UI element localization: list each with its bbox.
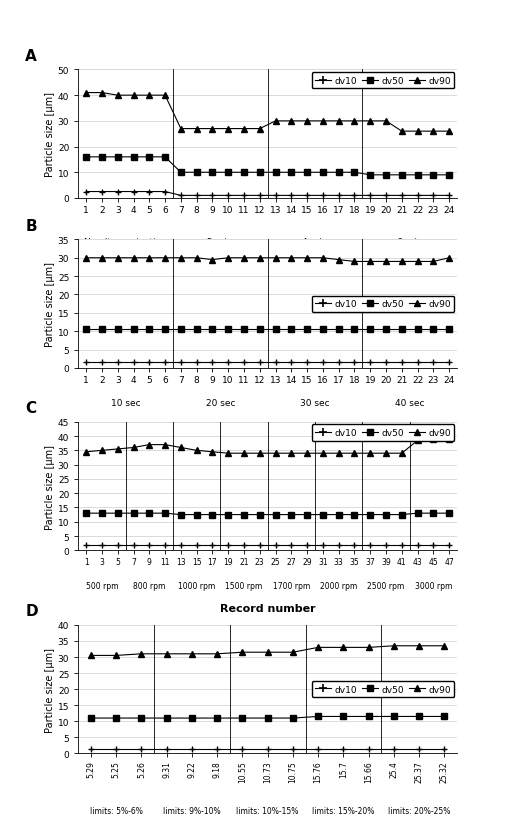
Text: 1000 rpm: 1000 rpm xyxy=(178,581,215,590)
Text: 500 rpm: 500 rpm xyxy=(86,581,118,590)
Y-axis label: Particle size [μm]: Particle size [μm] xyxy=(45,444,55,529)
Text: B: B xyxy=(25,219,37,233)
Text: 800 rpm: 800 rpm xyxy=(133,581,166,590)
Text: 6 min
ultrasonication: 6 min ultrasonication xyxy=(376,238,443,257)
Y-axis label: Particle size [μm]: Particle size [μm] xyxy=(45,262,55,347)
Text: Record number: Record number xyxy=(220,421,316,431)
Legend: dv10, dv50, dv90: dv10, dv50, dv90 xyxy=(312,73,454,89)
Text: 20 sec: 20 sec xyxy=(206,399,235,408)
Text: Record number: Record number xyxy=(220,268,316,278)
Text: 1700 rpm: 1700 rpm xyxy=(273,581,310,590)
Text: 2 min
ultrasonication: 2 min ultrasonication xyxy=(186,238,254,257)
Y-axis label: Particle size [μm]: Particle size [μm] xyxy=(45,92,55,177)
Text: limits: 20%-25%: limits: 20%-25% xyxy=(388,806,450,816)
Legend: dv10, dv50, dv90: dv10, dv50, dv90 xyxy=(312,425,454,441)
Text: limits: 10%-15%: limits: 10%-15% xyxy=(236,806,299,816)
Text: 40 sec: 40 sec xyxy=(395,399,424,408)
Text: 2500 rpm: 2500 rpm xyxy=(367,581,405,590)
Text: limits: 5%-6%: limits: 5%-6% xyxy=(90,806,142,816)
Text: limits: 9%-10%: limits: 9%-10% xyxy=(163,806,221,816)
Y-axis label: Particle size [μm]: Particle size [μm] xyxy=(45,647,55,732)
Text: 10 sec: 10 sec xyxy=(111,399,140,408)
Text: 2000 rpm: 2000 rpm xyxy=(320,581,358,590)
Text: limits: 15%-20%: limits: 15%-20% xyxy=(312,806,375,816)
Text: A: A xyxy=(25,49,37,64)
Legend: dv10, dv50, dv90: dv10, dv50, dv90 xyxy=(312,681,454,697)
Legend: dv10, dv50, dv90: dv10, dv50, dv90 xyxy=(312,296,454,312)
Text: C: C xyxy=(25,401,36,416)
Text: 1500 rpm: 1500 rpm xyxy=(225,581,263,590)
Text: 30 sec: 30 sec xyxy=(300,399,330,408)
Text: 4 min
ultrasonication: 4 min ultrasonication xyxy=(281,238,349,257)
Text: 3000 rpm: 3000 rpm xyxy=(415,581,452,590)
Text: Record number: Record number xyxy=(220,604,316,614)
Text: D: D xyxy=(25,604,38,619)
Text: No ultrasonication: No ultrasonication xyxy=(84,238,167,247)
